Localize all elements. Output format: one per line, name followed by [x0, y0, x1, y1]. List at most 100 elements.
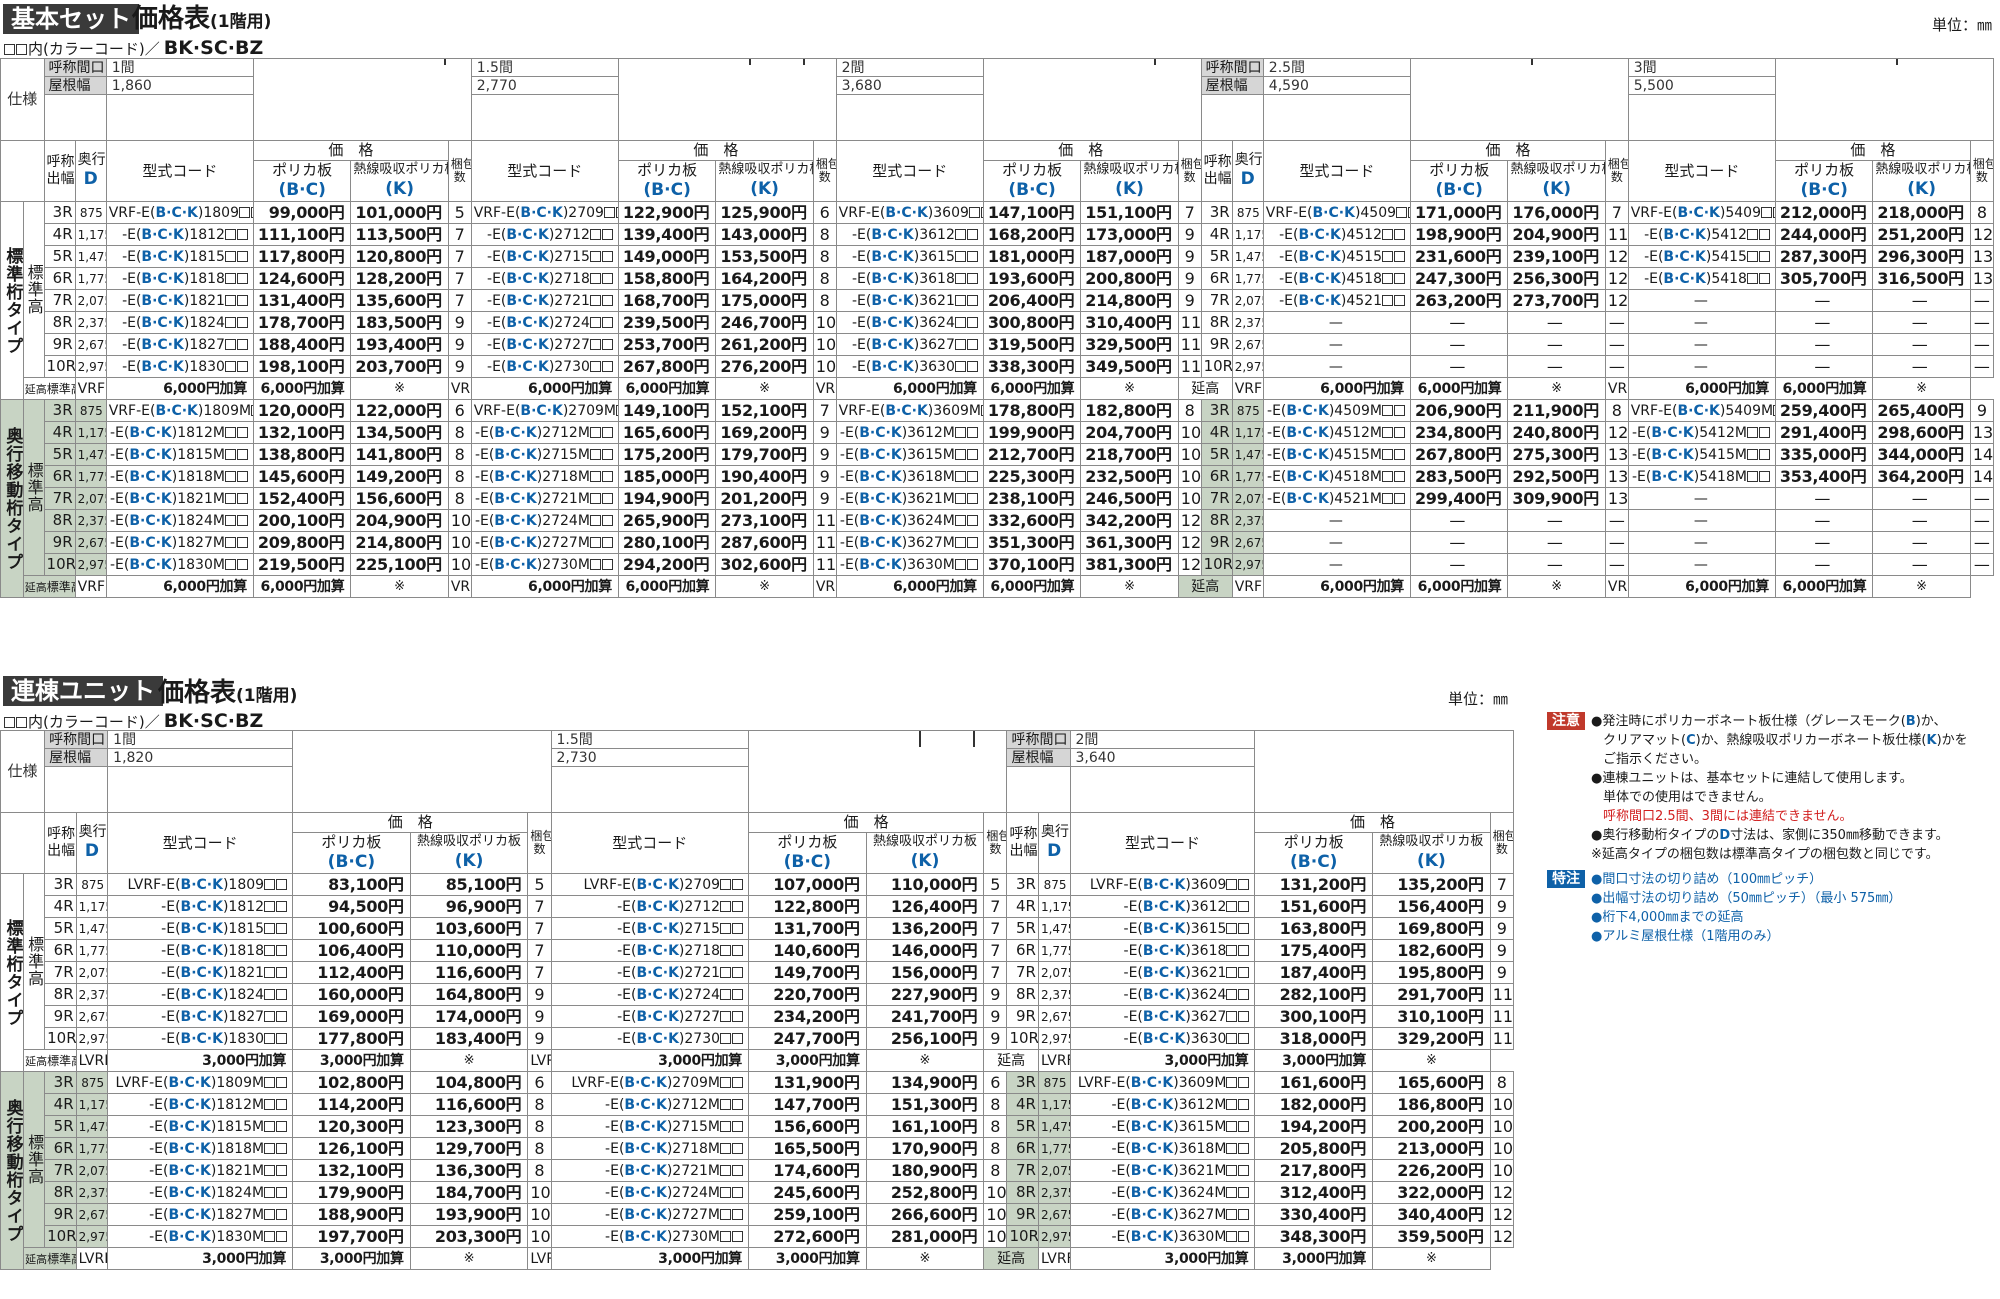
roof-diagram — [748, 730, 1008, 813]
table-row: 5R1,475-E(B·C·K)1815100,600円103,600円7-E(… — [1, 917, 1515, 940]
price-poly: 131,900円 — [748, 1071, 867, 1094]
ext-price-poly: 6,000円加算 — [1627, 377, 1776, 400]
depth-cell: 875 — [75, 873, 109, 896]
ext-code: VRFE-E(B·C·K)サイズ — [447, 377, 472, 400]
price-poly: 319,500円 — [982, 333, 1082, 356]
color-codes: BK·SC·BZ — [163, 37, 264, 59]
price-poly: 102,800円 — [292, 1071, 411, 1094]
pack-count: 7 — [1489, 873, 1515, 896]
price-poly: 291,400円 — [1774, 421, 1874, 444]
depth-cell: 1,475 — [1037, 1115, 1071, 1138]
pack-header: 梱包数 — [812, 140, 837, 202]
price-poly: 199,900円 — [982, 421, 1082, 444]
table-row: 10R2,975-E(B·C·K)1830M197,700円203,300円10… — [1, 1225, 1515, 1248]
price-poly: 217,800円 — [1254, 1159, 1374, 1182]
pack-count: 9 — [983, 1027, 1008, 1050]
price-heat: 141,800円 — [350, 443, 449, 466]
nominal-cell: 8R — [1200, 311, 1233, 334]
model-code: VRF-E(B·C·K)5409 — [1627, 201, 1776, 224]
type-label: 標準桁タイプ — [0, 201, 24, 400]
price-heat: 135,200円 — [1372, 873, 1491, 896]
price-poly: 171,000円 — [1409, 201, 1509, 224]
depth-cell: 2,675 — [1231, 333, 1264, 356]
code-header: 型式コード — [470, 140, 619, 202]
model-code: -E(B·C·K)3618M — [835, 465, 984, 488]
price-heat: 104,800円 — [409, 1071, 529, 1094]
price-heat: 201,200円 — [715, 487, 814, 510]
price-heat: 218,700円 — [1080, 443, 1179, 466]
price-poly: 300,800円 — [982, 311, 1082, 334]
table-row: 5R1,475-E(B·C·K)1815M120,300円123,300円8-E… — [1, 1115, 1515, 1138]
price-poly: 253,700円 — [617, 333, 717, 356]
nominal-cell: 9R — [1006, 1203, 1039, 1226]
pack-count: 10 — [447, 553, 472, 576]
nominal-cell: 6R — [44, 939, 77, 962]
pack-count: 8 — [983, 1093, 1008, 1116]
pack-count: 8 — [527, 1137, 552, 1160]
price-poly: 94,500円 — [292, 895, 411, 918]
model-code: -E(B·C·K)2727 — [550, 1005, 750, 1028]
pack-count: 7 — [447, 289, 472, 312]
caution-notes: 注意 ●発注時にポリカーボネート板仕様（グレースモーク(B)か、 クリアマット(… — [1547, 712, 1987, 862]
price-poly: 156,600円 — [748, 1115, 867, 1138]
pack-count: 13 — [1969, 245, 1995, 268]
price-heat: 287,600円 — [715, 531, 814, 554]
model-code: -E(B·C·K)3621 — [1069, 961, 1256, 984]
nominal-cell: 4R — [1006, 895, 1039, 918]
special-line: ●出幅寸法の切り詰め（50㎜ピッチ）（最小 575㎜） — [1591, 891, 1902, 906]
pack-header: 梱包数 — [1177, 140, 1202, 202]
model-code: — — [1627, 311, 1776, 334]
ext-price-poly: 3,000円加算 — [1069, 1049, 1256, 1072]
price-poly: 131,700円 — [748, 917, 867, 940]
pack-count: 8 — [447, 443, 472, 466]
pack-count: 7 — [983, 961, 1008, 984]
nominal-cell: 8R — [44, 1181, 77, 1204]
price-heat: — — [1507, 531, 1606, 554]
nominal-cell: 4R — [44, 895, 77, 918]
price-heat: 183,400円 — [409, 1027, 529, 1050]
poly-header: ポリカ板 (B·C) — [1409, 160, 1509, 202]
depth-cell: 1,775 — [1231, 267, 1264, 290]
basic-set-heading: 価格表(1階用) — [132, 4, 271, 37]
heat-header: 熱線吸収ポリカ板 (K) — [409, 832, 529, 874]
pack-count: 7 — [812, 399, 837, 422]
model-code: -E(B·C·K)2724 — [550, 983, 750, 1006]
price-poly: 225,300円 — [982, 465, 1082, 488]
ext-pack: ※ — [350, 575, 449, 598]
price-poly: 149,700円 — [748, 961, 867, 984]
ext-pack: ※ — [1372, 1049, 1491, 1072]
model-code: -E(B·C·K)1821 — [105, 289, 254, 312]
type-label: 標準桁タイプ — [0, 873, 25, 1072]
nominal-cell: 6R — [43, 267, 76, 290]
ext-code: VRFE-E(B·C·K)サイズM — [74, 575, 107, 598]
price-poly: 161,600円 — [1254, 1071, 1374, 1094]
pack-count: 13 — [1969, 421, 1995, 444]
ext-price-poly: 6,000円加算 — [105, 377, 254, 400]
price-poly: 106,400円 — [292, 939, 411, 962]
price-poly: 247,700円 — [748, 1027, 867, 1050]
price-poly: — — [1774, 531, 1874, 554]
pack-header: 梱包数 — [527, 812, 552, 874]
pack-count: 8 — [447, 465, 472, 488]
price-heat: 164,200円 — [715, 267, 814, 290]
price-heat: 152,100円 — [715, 399, 814, 422]
pack-count: 10 — [447, 509, 472, 532]
nominal-header: 呼称 出幅 — [1200, 140, 1233, 202]
model-code: VRF-E(B·C·K)1809M — [105, 399, 254, 422]
ext-code: LVRFE-E(B·C·K)サイズM — [527, 1247, 552, 1270]
price-poly: 267,800円 — [617, 355, 717, 378]
ext-price-heat: 6,000円加算 — [1409, 377, 1509, 400]
price-poly: 194,900円 — [617, 487, 717, 510]
price-heat: 200,800円 — [1080, 267, 1179, 290]
ext-code: LVRFE-E(B·C·K)サイズ — [1037, 1049, 1071, 1072]
model-code: -E(B·C·K)3615 — [1069, 917, 1256, 940]
special-tag: 特注 — [1547, 870, 1585, 888]
table-row: 8R2,375-E(B·C·K)1824160,000円164,800円9-E(… — [1, 983, 1515, 1006]
roof-diagram — [292, 730, 552, 813]
depth-cell: 2,675 — [74, 333, 107, 356]
heat-header: 熱線吸収ポリカ板 (K) — [1872, 160, 1971, 202]
price-header: 価 格 — [252, 140, 449, 161]
price-heat: 239,100円 — [1507, 245, 1606, 268]
nominal-cell: 5R — [1006, 917, 1039, 940]
model-code: -E(B·C·K)3621 — [835, 289, 984, 312]
